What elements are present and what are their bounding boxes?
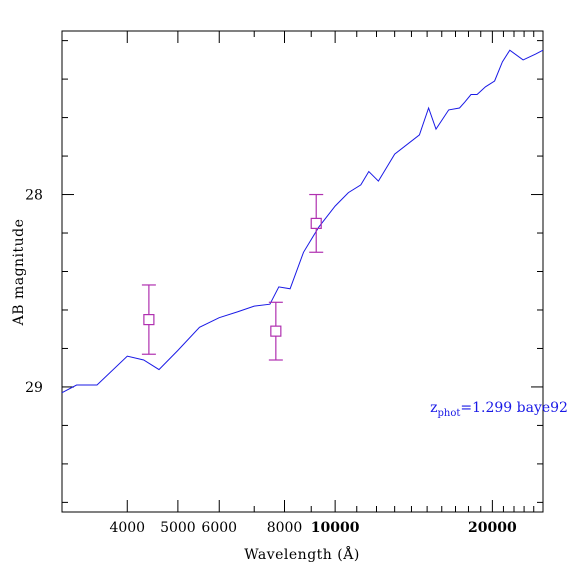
data-marker [143, 314, 155, 326]
y-tick-label: 29 [25, 380, 43, 396]
x-tick-label: 6000 [201, 520, 237, 536]
data-marker [270, 325, 282, 337]
annotation-value: =1.299 baye92 [460, 400, 568, 416]
photometry-point [268, 301, 283, 361]
sed-curve-layer [61, 49, 544, 394]
annotation-subscript: phot [438, 408, 461, 419]
y-tick-label: 28 [25, 188, 43, 204]
photo-z-annotation: zphot=1.299 baye92 [430, 400, 568, 419]
x-tick-label: 10000 [311, 520, 360, 536]
x-axis-label: Wavelength (Å) [244, 545, 360, 563]
y-axis-label: AB magnitude [11, 219, 27, 327]
photometry-point [309, 193, 324, 253]
x-tick-label: 8000 [267, 520, 303, 536]
sed-model-line [61, 49, 544, 394]
x-tick-label: 5000 [160, 520, 196, 536]
photometry-layer [141, 193, 324, 361]
plot-frame [61, 30, 544, 513]
annotation-z: z [430, 400, 437, 416]
x-tick-label: 4000 [109, 520, 145, 536]
tick-labels: 4000 5000 6000 8000 10000 20000 28 29 [25, 188, 517, 536]
x-tick-label: 20000 [468, 520, 517, 536]
axis-ticks [61, 31, 544, 512]
data-marker [310, 217, 322, 229]
photometry-point [141, 284, 156, 355]
